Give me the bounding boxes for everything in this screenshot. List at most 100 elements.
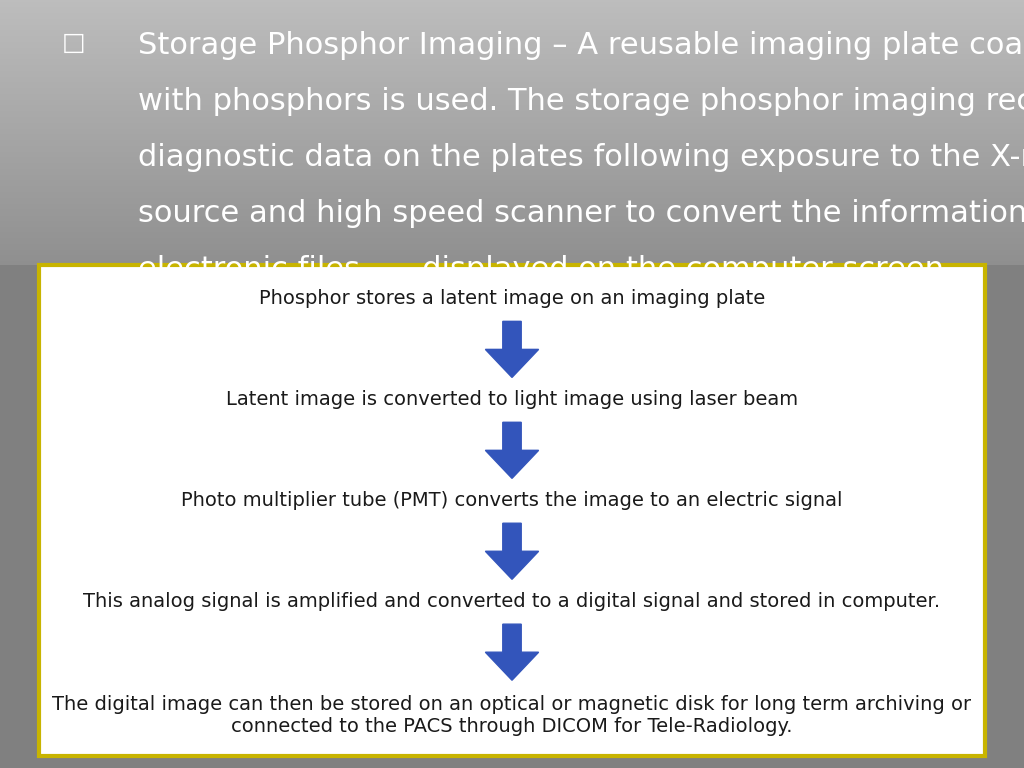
Bar <box>0 55 1024 57</box>
Bar <box>0 7 1024 8</box>
Bar <box>0 45 1024 46</box>
Bar <box>0 38 1024 39</box>
Text: The digital image can then be stored on an optical or magnetic disk for long ter: The digital image can then be stored on … <box>52 695 972 736</box>
Bar <box>0 75 1024 76</box>
Bar <box>0 148 1024 149</box>
Bar <box>0 40 1024 41</box>
Bar <box>0 245 1024 246</box>
Bar <box>0 34 1024 35</box>
Bar <box>0 91 1024 92</box>
Bar <box>0 82 1024 83</box>
Bar <box>0 256 1024 257</box>
Bar <box>0 43 1024 44</box>
Bar <box>0 167 1024 169</box>
Bar <box>0 87 1024 88</box>
Bar <box>0 96 1024 97</box>
Bar <box>0 238 1024 240</box>
Bar <box>0 60 1024 61</box>
Bar <box>0 219 1024 220</box>
Bar <box>0 252 1024 253</box>
Bar <box>0 192 1024 193</box>
Bar <box>0 157 1024 158</box>
Bar <box>0 153 1024 154</box>
Bar <box>0 93 1024 94</box>
Text: This analog signal is amplified and converted to a digital signal and stored in : This analog signal is amplified and conv… <box>83 592 941 611</box>
Bar <box>0 207 1024 208</box>
Bar <box>0 216 1024 217</box>
Bar <box>0 254 1024 255</box>
Bar <box>0 118 1024 119</box>
Bar <box>0 17 1024 18</box>
Bar <box>0 84 1024 86</box>
Bar <box>0 119 1024 120</box>
Bar <box>0 229 1024 230</box>
Bar <box>0 100 1024 101</box>
Bar <box>0 212 1024 213</box>
Bar <box>0 247 1024 248</box>
Bar <box>0 250 1024 251</box>
Text: □: □ <box>61 31 86 55</box>
Bar <box>0 141 1024 142</box>
Bar <box>0 165 1024 166</box>
Bar <box>0 232 1024 233</box>
Bar <box>0 166 1024 167</box>
Bar <box>0 51 1024 52</box>
Bar <box>0 81 1024 82</box>
Bar <box>0 241 1024 242</box>
Bar <box>0 263 1024 264</box>
Bar <box>0 211 1024 212</box>
Bar <box>0 204 1024 205</box>
Bar <box>0 111 1024 112</box>
Bar <box>0 4 1024 5</box>
Bar <box>0 94 1024 95</box>
Bar <box>0 242 1024 243</box>
Bar <box>39 265 985 756</box>
Bar <box>0 137 1024 139</box>
Bar <box>0 53 1024 54</box>
Bar <box>0 251 1024 252</box>
Bar <box>0 123 1024 124</box>
Bar <box>0 134 1024 135</box>
Bar <box>0 14 1024 15</box>
Bar <box>0 230 1024 231</box>
FancyArrow shape <box>485 624 539 680</box>
Bar <box>0 264 1024 265</box>
Bar <box>0 8 1024 9</box>
Bar <box>0 133 1024 134</box>
Bar <box>0 117 1024 118</box>
Bar <box>0 206 1024 207</box>
Bar <box>0 122 1024 123</box>
Bar <box>0 129 1024 130</box>
Bar <box>0 145 1024 146</box>
Bar <box>0 159 1024 160</box>
Text: Phosphor stores a latent image on an imaging plate: Phosphor stores a latent image on an ima… <box>259 290 765 309</box>
Bar <box>0 104 1024 105</box>
Text: Latent image is converted to light image using laser beam: Latent image is converted to light image… <box>226 390 798 409</box>
Bar <box>0 199 1024 200</box>
FancyArrow shape <box>485 321 539 377</box>
Bar <box>0 265 1024 768</box>
Bar <box>0 203 1024 204</box>
Bar <box>0 11 1024 12</box>
Bar <box>0 139 1024 140</box>
Text: source and high speed scanner to convert the information to: source and high speed scanner to convert… <box>138 199 1024 228</box>
Bar <box>0 95 1024 96</box>
Bar <box>0 226 1024 227</box>
Bar <box>0 154 1024 155</box>
Bar <box>0 2 1024 4</box>
Bar <box>0 110 1024 111</box>
FancyArrow shape <box>485 422 539 478</box>
Bar <box>0 131 1024 133</box>
Bar <box>0 90 1024 91</box>
Bar <box>0 6 1024 7</box>
Bar <box>0 181 1024 182</box>
Bar <box>0 9 1024 10</box>
Bar <box>0 177 1024 178</box>
Bar <box>0 224 1024 225</box>
Bar <box>0 41 1024 42</box>
Bar <box>0 20 1024 22</box>
Bar <box>0 99 1024 100</box>
Bar <box>0 187 1024 188</box>
Bar <box>0 97 1024 98</box>
Bar <box>0 183 1024 184</box>
